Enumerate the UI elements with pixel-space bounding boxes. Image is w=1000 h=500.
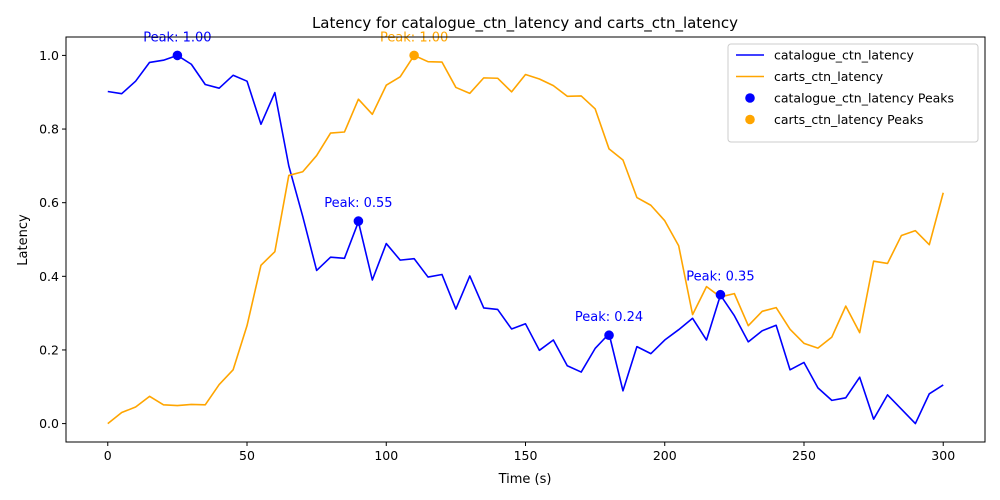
legend-label: catalogue_ctn_latency — [774, 48, 914, 63]
legend-label: catalogue_ctn_latency Peaks — [774, 91, 954, 106]
peak-label: Peak: 1.00 — [143, 30, 211, 45]
peak-marker — [172, 50, 183, 61]
series-line-carts_ctn_latency — [107, 54, 945, 425]
peak-marker — [409, 50, 419, 61]
x-tick-label: 100 — [374, 448, 398, 463]
y-axis: 0.0 0.2 0.4 0.6 0.8 1.0 — [39, 48, 66, 431]
legend-box — [727, 43, 979, 143]
legend-marker-swatch — [745, 114, 755, 125]
x-axis: 0 50 100 150 200 250 300 — [104, 442, 955, 463]
peak-marker — [353, 216, 364, 226]
legend-marker-swatch — [745, 93, 755, 103]
y-tick-label: 0.4 — [39, 269, 59, 284]
y-tick-label: 0.0 — [39, 416, 59, 431]
y-tick-label: 0.6 — [39, 195, 59, 210]
peak-label: Peak: 0.35 — [686, 270, 754, 285]
x-tick-label: 250 — [792, 448, 816, 463]
x-tick-label: 200 — [653, 448, 677, 463]
plot-area: Peak: 1.00 Peak: 0.55 Peak: 0.24 Peak: 0.35… — [107, 30, 945, 425]
y-tick-label: 0.8 — [39, 122, 59, 137]
peak-marker — [604, 330, 614, 341]
x-tick-label: 50 — [239, 448, 255, 463]
peak-label: Peak: 0.55 — [324, 196, 392, 211]
peak-label: Peak: 0.24 — [575, 310, 643, 325]
series-line-catalogue_ctn_latency — [107, 54, 944, 425]
x-axis-title: Time (s) — [498, 472, 552, 487]
x-tick-label: 300 — [931, 448, 955, 463]
x-tick-label: 0 — [104, 448, 112, 463]
peak-marker — [715, 289, 726, 300]
y-tick-label: 1.0 — [39, 48, 59, 63]
peak-label: Peak: 1.00 — [380, 30, 448, 45]
chart-title: Latency for catalogue_ctn_latency and ca… — [312, 14, 738, 33]
legend: catalogue_ctn_latency carts_ctn_latencyca… — [727, 43, 979, 143]
legend-label: carts_ctn_latency Peaks — [774, 112, 923, 127]
legend-label: carts_ctn_latency — [774, 69, 884, 84]
y-axis-title: Latency — [16, 214, 31, 266]
x-tick-label: 150 — [514, 448, 538, 463]
y-tick-label: 0.2 — [39, 342, 59, 357]
